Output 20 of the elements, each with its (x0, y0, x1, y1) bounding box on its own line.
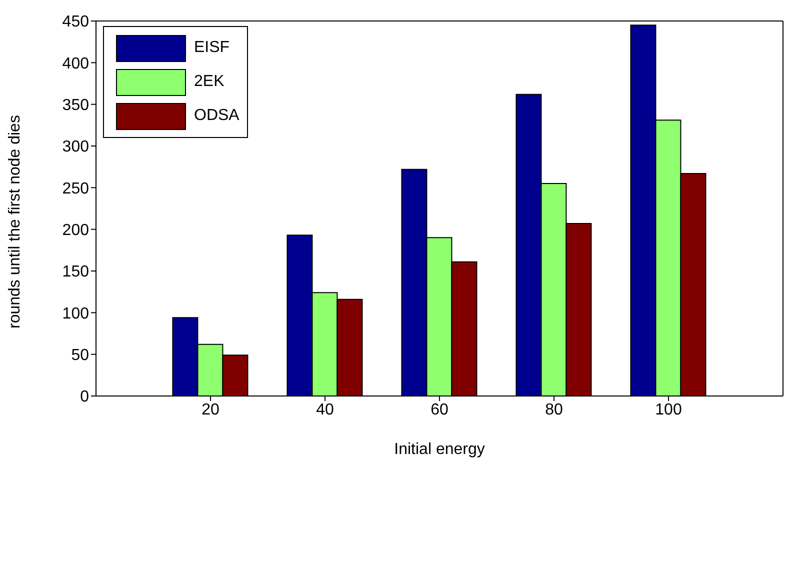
y-tick-label: 250 (62, 180, 90, 198)
y-tick-label: 450 (62, 14, 90, 31)
x-axis-title: Initial energy (394, 441, 485, 458)
legend-label: ODSA (194, 107, 240, 125)
y-tick-label: 200 (62, 222, 90, 240)
y-tick-label: 0 (80, 388, 90, 406)
legend-label: EISF (194, 39, 230, 57)
x-tick-label: 100 (655, 401, 682, 418)
y-tick-label: 50 (71, 347, 90, 364)
x-tick-label: 60 (430, 401, 448, 418)
y-tick-label: 150 (62, 264, 90, 281)
y-tick-label: 100 (62, 305, 90, 322)
y-tick-label: 400 (62, 55, 90, 72)
y-tick-label: 300 (62, 138, 90, 156)
y-tick-label: 350 (62, 97, 90, 114)
legend-label: 2EK (194, 73, 224, 91)
x-tick-label: 40 (316, 401, 334, 418)
x-tick-label: 20 (202, 401, 220, 418)
y-axis-title: rounds until the first node dies (6, 115, 24, 328)
x-tick-label: 80 (545, 401, 563, 418)
